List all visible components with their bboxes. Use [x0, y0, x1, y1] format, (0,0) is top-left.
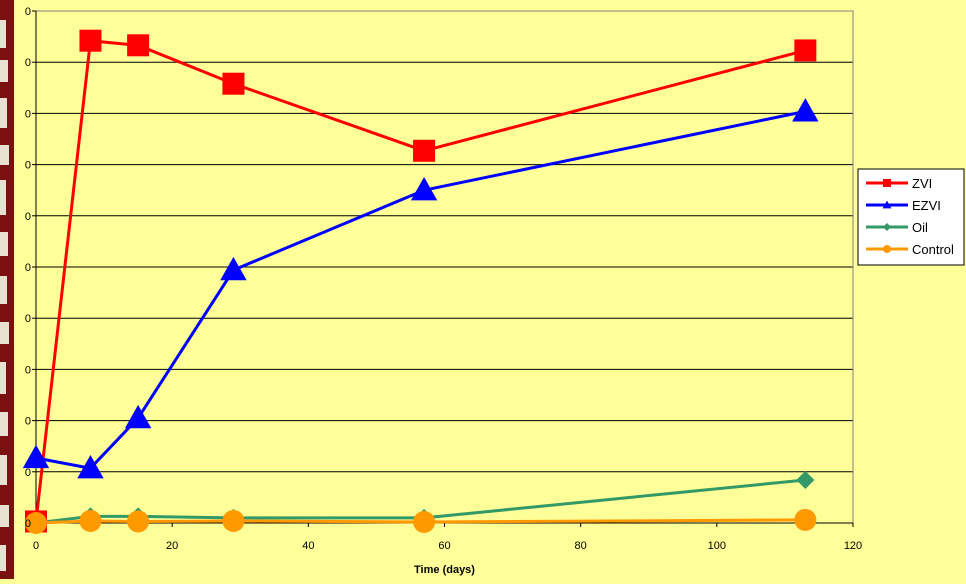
series-line-zvi [34, 39, 806, 522]
series-zvi [25, 29, 817, 533]
data-point-ezvi-2 [124, 404, 152, 429]
legend-marker-control [883, 245, 891, 253]
data-point-control-3 [222, 509, 245, 532]
y-tick-label-8: 0 [25, 108, 31, 120]
data-point-ezvi-5 [792, 98, 819, 122]
data-point-control-4 [413, 510, 436, 533]
x-axis-title: Time (days) [414, 564, 475, 576]
data-point-control-1 [79, 509, 102, 532]
gridlines [36, 10, 853, 524]
data-point-zvi-2 [127, 34, 150, 57]
series-control [25, 508, 817, 534]
series-line-ezvi [35, 109, 806, 470]
data-point-zvi-1 [79, 29, 102, 52]
data-point-zvi-5 [794, 39, 817, 62]
data-point-ezvi-0 [22, 444, 50, 469]
y-tick-label-3: 0 [25, 364, 31, 376]
y-tick-label-7: 0 [25, 160, 31, 172]
data-point-zvi-3 [222, 72, 245, 95]
x-tick-label-3: 60 [438, 540, 450, 552]
series-ezvi [22, 98, 819, 479]
data-point-zvi-4 [413, 139, 436, 162]
data-point-control-5 [794, 508, 817, 531]
data-point-ezvi-1 [77, 455, 104, 479]
y-tick-label-0: 0 [25, 518, 31, 530]
series-layer [22, 29, 819, 534]
y-tick-label-9: 0 [25, 57, 31, 69]
legend-marker-zvi [883, 179, 891, 187]
y-tick-label-4: 0 [25, 313, 31, 325]
legend: ZVI EZVI Oil Control [857, 168, 965, 266]
y-tick-label-6: 0 [25, 211, 31, 223]
data-point-control-0 [25, 512, 47, 534]
x-tick-label-1: 20 [166, 540, 178, 552]
x-tick-label-6: 120 [844, 540, 862, 552]
legend-marker-oil [883, 223, 891, 231]
left-edge-graphic [0, 0, 14, 579]
x-tick-label-2: 40 [302, 540, 314, 552]
data-point-ezvi-4 [410, 177, 438, 201]
x-tick-label-0: 0 [33, 540, 39, 552]
data-point-ezvi-3 [220, 256, 247, 281]
left-edge-decoration [0, 0, 14, 579]
y-tick-label-1: 0 [25, 467, 31, 479]
data-point-oil-5 [796, 470, 815, 489]
y-tick-label-2: 0 [25, 416, 31, 428]
legend-label-oil: Oil [912, 220, 928, 235]
legend-label-zvi: ZVI [912, 176, 932, 191]
legend-label-ezvi: EZVI [912, 198, 941, 213]
x-tick-label-5: 100 [708, 540, 726, 552]
data-point-control-2 [127, 510, 150, 533]
y-tick-label-10: 0 [25, 6, 31, 18]
legend-label-control: Control [912, 242, 954, 257]
axes [32, 10, 854, 527]
x-tick-label-4: 80 [575, 540, 587, 552]
y-tick-label-5: 0 [25, 262, 31, 274]
legend-marker-ezvi [882, 200, 892, 209]
